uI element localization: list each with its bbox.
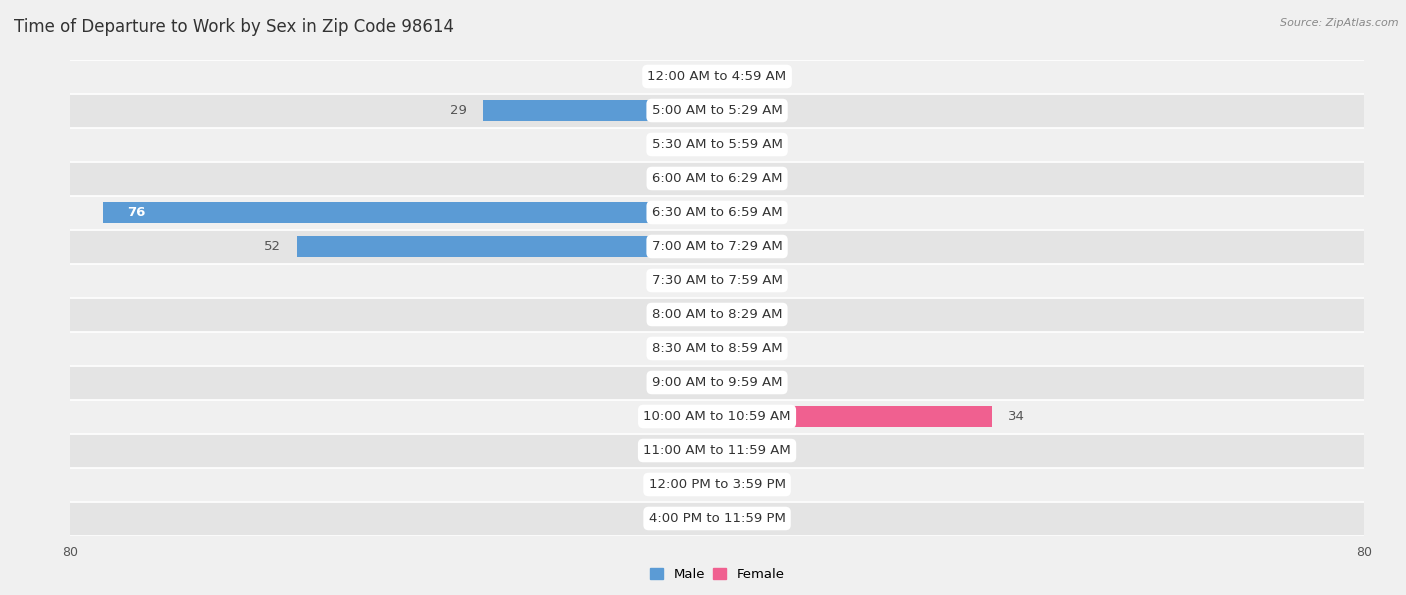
Bar (70, 502, 1364, 536)
Bar (482, 101, 717, 121)
Text: 4:00 PM to 11:59 PM: 4:00 PM to 11:59 PM (648, 512, 786, 525)
Bar (70, 93, 1364, 127)
Bar (70, 230, 1364, 264)
Bar (717, 406, 993, 427)
Bar (676, 304, 717, 325)
Bar (676, 406, 717, 427)
Bar (717, 508, 758, 529)
Text: 0: 0 (652, 376, 661, 389)
Text: 0: 0 (773, 104, 782, 117)
Text: 0: 0 (773, 376, 782, 389)
Text: 52: 52 (263, 240, 280, 253)
Bar (676, 168, 717, 189)
Bar (717, 270, 758, 291)
Text: 8:00 AM to 8:29 AM: 8:00 AM to 8:29 AM (652, 308, 782, 321)
Text: 8:30 AM to 8:59 AM: 8:30 AM to 8:59 AM (652, 342, 782, 355)
Bar (676, 339, 717, 359)
Bar (676, 372, 717, 393)
Text: 0: 0 (773, 138, 782, 151)
Text: 5:30 AM to 5:59 AM: 5:30 AM to 5:59 AM (651, 138, 783, 151)
Bar (717, 66, 758, 87)
Bar (70, 196, 1364, 230)
Text: 0: 0 (652, 172, 661, 185)
Bar (676, 66, 717, 87)
Bar (676, 440, 717, 461)
Bar (70, 434, 1364, 468)
Bar (717, 339, 758, 359)
Text: 12:00 PM to 3:59 PM: 12:00 PM to 3:59 PM (648, 478, 786, 491)
Text: 0: 0 (773, 206, 782, 219)
Bar (103, 202, 717, 223)
Text: 7:00 AM to 7:29 AM: 7:00 AM to 7:29 AM (652, 240, 782, 253)
Bar (70, 60, 1364, 93)
Text: Time of Departure to Work by Sex in Zip Code 98614: Time of Departure to Work by Sex in Zip … (14, 18, 454, 36)
Bar (676, 508, 717, 529)
Bar (717, 304, 758, 325)
Legend: Male, Female: Male, Female (644, 562, 790, 586)
Text: 0: 0 (773, 172, 782, 185)
Text: 0: 0 (652, 70, 661, 83)
Text: 5:00 AM to 5:29 AM: 5:00 AM to 5:29 AM (652, 104, 782, 117)
Text: 0: 0 (652, 274, 661, 287)
Text: 6:00 AM to 6:29 AM: 6:00 AM to 6:29 AM (652, 172, 782, 185)
Text: 34: 34 (1008, 410, 1025, 423)
Bar (70, 331, 1364, 365)
Bar (717, 101, 758, 121)
Bar (717, 440, 758, 461)
Bar (676, 270, 717, 291)
Text: 0: 0 (652, 444, 661, 457)
Bar (717, 372, 758, 393)
Text: 0: 0 (773, 512, 782, 525)
Text: 0: 0 (652, 308, 661, 321)
Text: Source: ZipAtlas.com: Source: ZipAtlas.com (1281, 18, 1399, 28)
Text: 7:30 AM to 7:59 AM: 7:30 AM to 7:59 AM (651, 274, 783, 287)
Text: 0: 0 (773, 308, 782, 321)
Bar (70, 298, 1364, 331)
Bar (676, 134, 717, 155)
Text: 0: 0 (652, 512, 661, 525)
Bar (70, 365, 1364, 399)
Text: 29: 29 (450, 104, 467, 117)
Text: 9:00 AM to 9:59 AM: 9:00 AM to 9:59 AM (652, 376, 782, 389)
Text: 0: 0 (773, 342, 782, 355)
Bar (676, 474, 717, 494)
Text: 0: 0 (773, 274, 782, 287)
Text: 6:30 AM to 6:59 AM: 6:30 AM to 6:59 AM (652, 206, 782, 219)
Text: 0: 0 (652, 138, 661, 151)
Bar (70, 399, 1364, 434)
Bar (717, 168, 758, 189)
Text: 12:00 AM to 4:59 AM: 12:00 AM to 4:59 AM (648, 70, 786, 83)
Text: 0: 0 (652, 478, 661, 491)
Bar (70, 264, 1364, 298)
Bar (717, 236, 758, 256)
Bar (717, 202, 758, 223)
Text: 0: 0 (773, 240, 782, 253)
Text: 11:00 AM to 11:59 AM: 11:00 AM to 11:59 AM (643, 444, 792, 457)
Bar (70, 161, 1364, 196)
Text: 10:00 AM to 10:59 AM: 10:00 AM to 10:59 AM (644, 410, 790, 423)
Text: 0: 0 (773, 70, 782, 83)
Bar (70, 127, 1364, 161)
Bar (297, 236, 717, 256)
Text: 0: 0 (652, 342, 661, 355)
Text: 0: 0 (773, 444, 782, 457)
Text: 0: 0 (652, 410, 661, 423)
Text: 76: 76 (127, 206, 145, 219)
Bar (717, 474, 758, 494)
Bar (717, 134, 758, 155)
Bar (70, 468, 1364, 502)
Text: 0: 0 (773, 478, 782, 491)
